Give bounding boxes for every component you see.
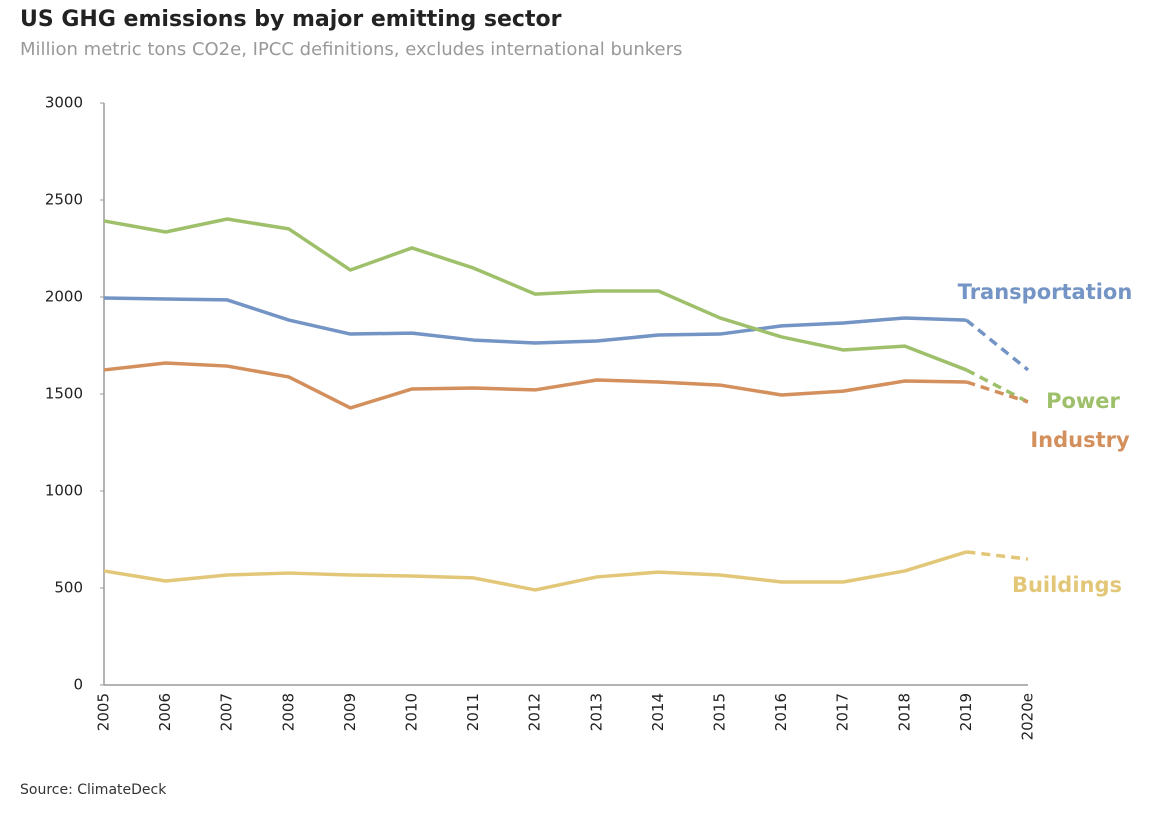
- y-tick-label: 3000: [45, 94, 83, 112]
- y-tick-label: 1500: [45, 385, 83, 403]
- x-tick-label: 2011: [464, 693, 482, 731]
- series-label: Power: [1046, 389, 1120, 413]
- x-tick-label: 2014: [649, 693, 667, 731]
- x-tick-label: 2016: [772, 693, 790, 731]
- projected-line: [966, 550, 1029, 561]
- y-tick-label: 500: [54, 579, 83, 597]
- x-tick-label: 2006: [156, 693, 174, 731]
- chart-subtitle: Million metric tons CO2e, IPCC definitio…: [20, 39, 682, 60]
- x-tick-label: 2018: [895, 693, 913, 731]
- x-tick-label: 2007: [218, 693, 236, 731]
- projected-line: [965, 318, 1030, 372]
- x-tick-label: 2005: [95, 693, 113, 731]
- x-tick-label: 2009: [341, 693, 359, 731]
- x-tick-label: 2020e: [1019, 693, 1037, 740]
- projected-line: [965, 368, 1029, 404]
- x-tick-label: 2012: [526, 693, 544, 731]
- x-tick-label: 2008: [279, 693, 297, 731]
- y-tick-label: 2000: [45, 288, 83, 306]
- x-tick-label: 2013: [587, 693, 605, 731]
- y-tick-label: 2500: [45, 191, 83, 209]
- series-label: Transportation: [958, 280, 1133, 304]
- x-tick-label: 2017: [834, 693, 852, 731]
- y-tick-label: 0: [73, 676, 83, 694]
- x-tick-label: 2010: [403, 693, 421, 731]
- series-label: Buildings: [1012, 573, 1122, 597]
- series-line: [103, 550, 967, 592]
- x-tick-label: 2019: [957, 693, 975, 731]
- series-line: [103, 217, 968, 372]
- series-line: [103, 296, 967, 345]
- projected-line: [965, 380, 1029, 404]
- chart-title: US GHG emissions by major emitting secto…: [20, 7, 562, 32]
- series-label: Industry: [1030, 428, 1130, 452]
- y-tick-label: 1000: [45, 482, 83, 500]
- x-tick-label: 2015: [711, 693, 729, 731]
- source-note: Source: ClimateDeck: [20, 782, 167, 798]
- series-line: [103, 361, 967, 410]
